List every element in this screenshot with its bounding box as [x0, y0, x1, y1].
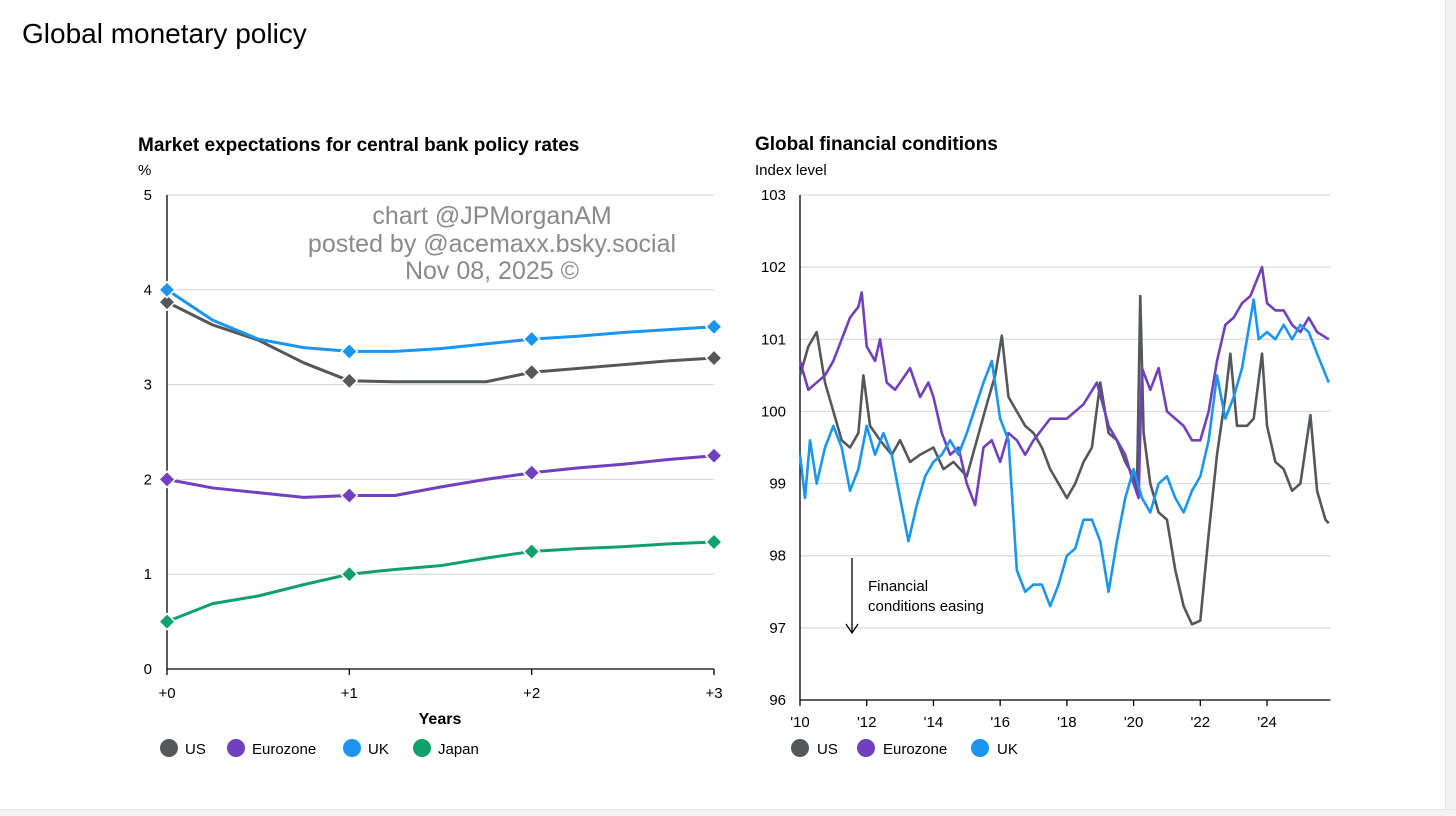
data-marker-japan: [157, 612, 177, 631]
data-marker-uk: [522, 330, 541, 349]
y-tick-label: 2: [144, 471, 152, 488]
y-tick-label: 99: [769, 476, 786, 493]
right-chart-title: Global financial conditions: [755, 134, 998, 155]
y-tick-label: 101: [761, 331, 786, 348]
legend-swatch-us: [160, 739, 178, 757]
data-marker-eurozone: [522, 463, 541, 482]
y-tick-label: 1: [144, 566, 152, 583]
legend-swatch-eurozone: [857, 739, 875, 757]
legend-label-eurozone: Eurozone: [252, 741, 316, 758]
legend-label-uk: UK: [368, 741, 389, 758]
right-chart-ylabel: Index level: [755, 162, 827, 179]
legend-label-japan: Japan: [438, 741, 479, 758]
legend-swatch-uk: [971, 739, 989, 757]
series-line-uk: [166, 288, 715, 353]
y-tick-label: 97: [769, 620, 786, 637]
arrow-head-icon: [845, 623, 859, 635]
x-tick-label: +1: [341, 685, 358, 702]
data-marker-eurozone: [340, 486, 359, 505]
x-tick-label: '18: [1057, 714, 1077, 731]
x-tick-label: '10: [790, 714, 810, 731]
y-tick-label: 100: [761, 403, 786, 420]
page-title: Global monetary policy: [22, 18, 307, 49]
data-marker-us: [157, 293, 177, 312]
x-tick-label: +3: [705, 685, 722, 702]
legend-swatch-us: [791, 739, 809, 757]
series-line-eurozone: [798, 265, 1330, 507]
x-tick-label: '24: [1257, 714, 1277, 731]
y-tick-label: 96: [769, 692, 786, 709]
data-marker-eurozone: [704, 446, 724, 465]
easing-annotation: Financial conditions easing: [845, 558, 984, 635]
data-marker-uk: [704, 317, 724, 336]
x-tick-label: '16: [990, 714, 1010, 731]
y-tick-label: 102: [761, 259, 786, 276]
data-marker-eurozone: [157, 470, 177, 489]
legend-swatch-eurozone: [227, 739, 245, 757]
series-line-japan: [166, 540, 715, 623]
watermark-line-2: posted by @acemaxx.bsky.social: [308, 230, 676, 258]
watermark-line-1: chart @JPMorganAM: [372, 202, 611, 230]
watermark-line-3: Nov 08, 2025 ©: [405, 257, 580, 285]
legend-label-us: US: [185, 741, 206, 758]
annotation-line-1: Financial: [868, 578, 928, 595]
annotation-line-2: conditions easing: [868, 598, 984, 615]
data-marker-us: [704, 348, 724, 368]
x-tick-label: +2: [523, 685, 540, 702]
data-marker-us: [340, 371, 359, 390]
window-edge-bottom: [0, 809, 1456, 816]
watermark: chart @JPMorganAM posted by @acemaxx.bsk…: [308, 202, 676, 285]
x-tick-label: '12: [857, 714, 877, 731]
data-marker-uk: [340, 342, 359, 361]
x-tick-label: '20: [1124, 714, 1144, 731]
x-tick-label: '22: [1191, 714, 1211, 731]
legend-swatch-japan: [413, 739, 431, 757]
left-chart-title: Market expectations for central bank pol…: [138, 135, 579, 156]
legend-label-us: US: [817, 741, 838, 758]
x-tick-label: '14: [924, 714, 944, 731]
data-marker-us: [522, 363, 541, 382]
data-marker-japan: [522, 542, 541, 561]
y-tick-label: 98: [769, 548, 786, 565]
series-line-us: [166, 300, 715, 384]
data-marker-japan: [704, 532, 724, 552]
legend-label-uk: UK: [997, 741, 1018, 758]
y-tick-label: 3: [144, 377, 152, 394]
data-marker-uk: [157, 280, 177, 299]
y-tick-label: 103: [761, 187, 786, 204]
legend-swatch-uk: [343, 739, 361, 757]
y-tick-label: 5: [144, 187, 152, 204]
x-tick-label: +0: [158, 685, 175, 702]
data-marker-japan: [340, 565, 359, 584]
window-edge-right: [1445, 0, 1456, 816]
legend-label-eurozone: Eurozone: [883, 741, 947, 758]
y-tick-label: 0: [144, 661, 152, 678]
left-chart-ylabel: %: [138, 162, 151, 179]
left-chart-xlabel: Years: [419, 711, 462, 728]
y-tick-label: 4: [144, 282, 152, 299]
series-line-uk: [798, 298, 1330, 608]
series-line-eurozone: [166, 454, 715, 499]
